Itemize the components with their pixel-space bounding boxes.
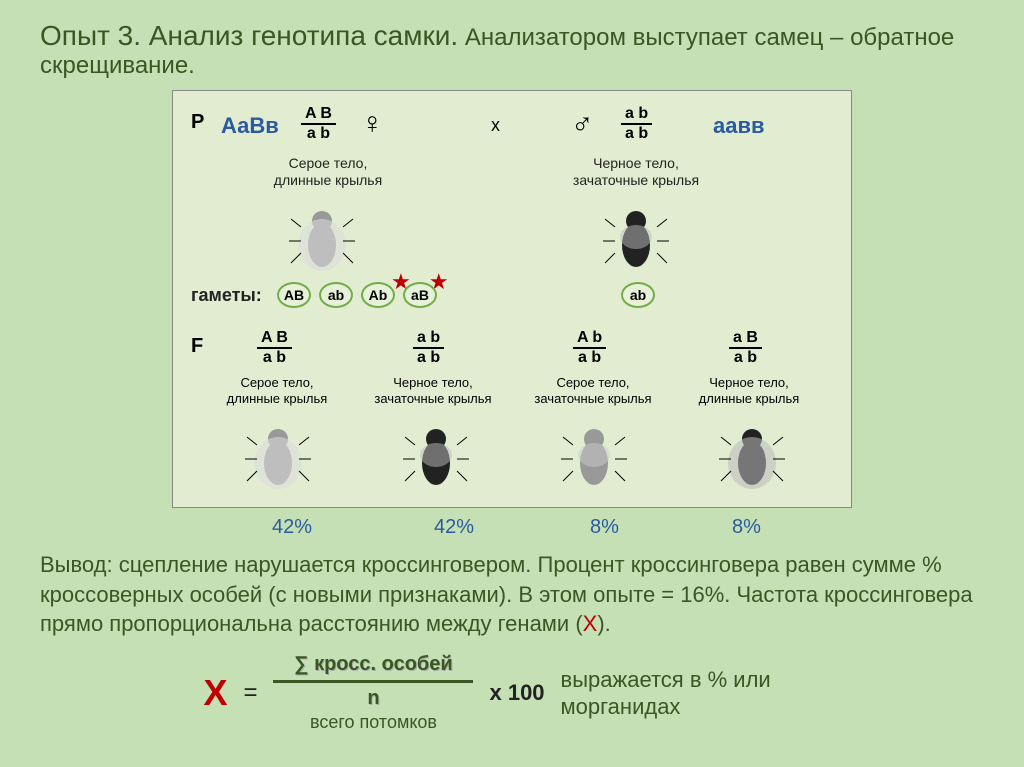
slide-title: Опыт 3. Анализ генотипа самки. Анализато…: [40, 20, 984, 80]
formula-fraction: ∑ кросс. особей n всего потомков: [273, 653, 473, 733]
equals-sign: =: [243, 679, 257, 707]
conclusion-text: Вывод: сцепление нарушается кроссинговер…: [40, 550, 984, 639]
f3-phenotype: Серое тело,зачаточные крылья: [523, 375, 663, 406]
x-variable: Х: [583, 611, 598, 636]
p-label: P: [191, 111, 204, 134]
formula-x: X: [203, 672, 227, 714]
formula-row: X = ∑ кросс. особей n всего потомков x 1…: [40, 653, 984, 733]
male-genotype-text: аавв: [713, 113, 765, 139]
offspring-phenotype-row: Серое тело,длинные крылья Черное тело,за…: [191, 375, 833, 415]
offspring-fly-row: [191, 415, 833, 495]
parent-phenotype-row: Серое тело, длинные крылья Черное тело, …: [191, 155, 833, 197]
pct-2: 42%: [434, 516, 474, 539]
f2-phenotype: Черное тело,зачаточные крылья: [363, 375, 503, 406]
fly-icon-black: [717, 415, 787, 493]
pct-4: 8%: [732, 516, 761, 539]
formula-n: n: [367, 687, 379, 710]
fly-icon-gray: [287, 197, 357, 275]
gamete-ab: ab: [319, 282, 353, 308]
f4-genotype: a Ba b: [729, 329, 762, 366]
f3-genotype: A ba b: [573, 329, 606, 366]
female-symbol-icon: ♀: [361, 107, 384, 141]
cross-symbol: x: [491, 115, 500, 136]
gamete-male-ab: ab: [621, 282, 655, 308]
f4-phenotype: Черное тело,длинные крылья: [679, 375, 819, 406]
female-genotype-text: АаВв: [221, 113, 279, 139]
genetics-diagram-panel: P АаВв A B a b ♀ x ♂ a b a b аавв Серое …: [172, 90, 852, 508]
male-genotype-fraction: a b a b: [621, 105, 652, 142]
offspring-genotype-row: F A Ba b a ba b A ba b a Ba b: [191, 325, 833, 375]
male-phenotype: Черное тело, зачаточные крылья: [571, 155, 701, 189]
gametes-label: гаметы:: [191, 285, 262, 306]
gametes-row: гаметы: AB ab Ab aB ab: [191, 279, 833, 319]
fly-icon-black: [401, 415, 471, 493]
gamete-Ab: Ab: [361, 282, 395, 308]
formula-note: выражается в % или морганидах: [561, 666, 821, 721]
pct-3: 8%: [590, 516, 619, 539]
percentage-row: 42% 42% 8% 8%: [172, 516, 852, 540]
f1-genotype: A Ba b: [257, 329, 292, 366]
female-genotype-fraction: A B a b: [301, 105, 336, 142]
parent-row: P АаВв A B a b ♀ x ♂ a b a b аавв: [191, 101, 833, 155]
female-phenotype: Серое тело, длинные крылья: [263, 155, 393, 189]
formula-numerator: ∑ кросс. особей: [294, 653, 452, 676]
male-symbol-icon: ♂: [571, 107, 594, 141]
pct-1: 42%: [272, 516, 312, 539]
title-main: Опыт 3. Анализ генотипа самки.: [40, 20, 458, 51]
fly-icon-gray: [559, 415, 629, 493]
f-label: F: [191, 335, 203, 358]
formula-denom-text: всего потомков: [310, 712, 437, 733]
f1-phenotype: Серое тело,длинные крылья: [207, 375, 347, 406]
fly-icon-black: [601, 197, 671, 275]
parent-fly-row: [191, 197, 833, 279]
gamete-aB: aB: [403, 282, 437, 308]
gamete-AB: AB: [277, 282, 311, 308]
formula-x100: x 100: [489, 680, 544, 706]
f2-genotype: a ba b: [413, 329, 444, 366]
fly-icon-gray: [243, 415, 313, 493]
